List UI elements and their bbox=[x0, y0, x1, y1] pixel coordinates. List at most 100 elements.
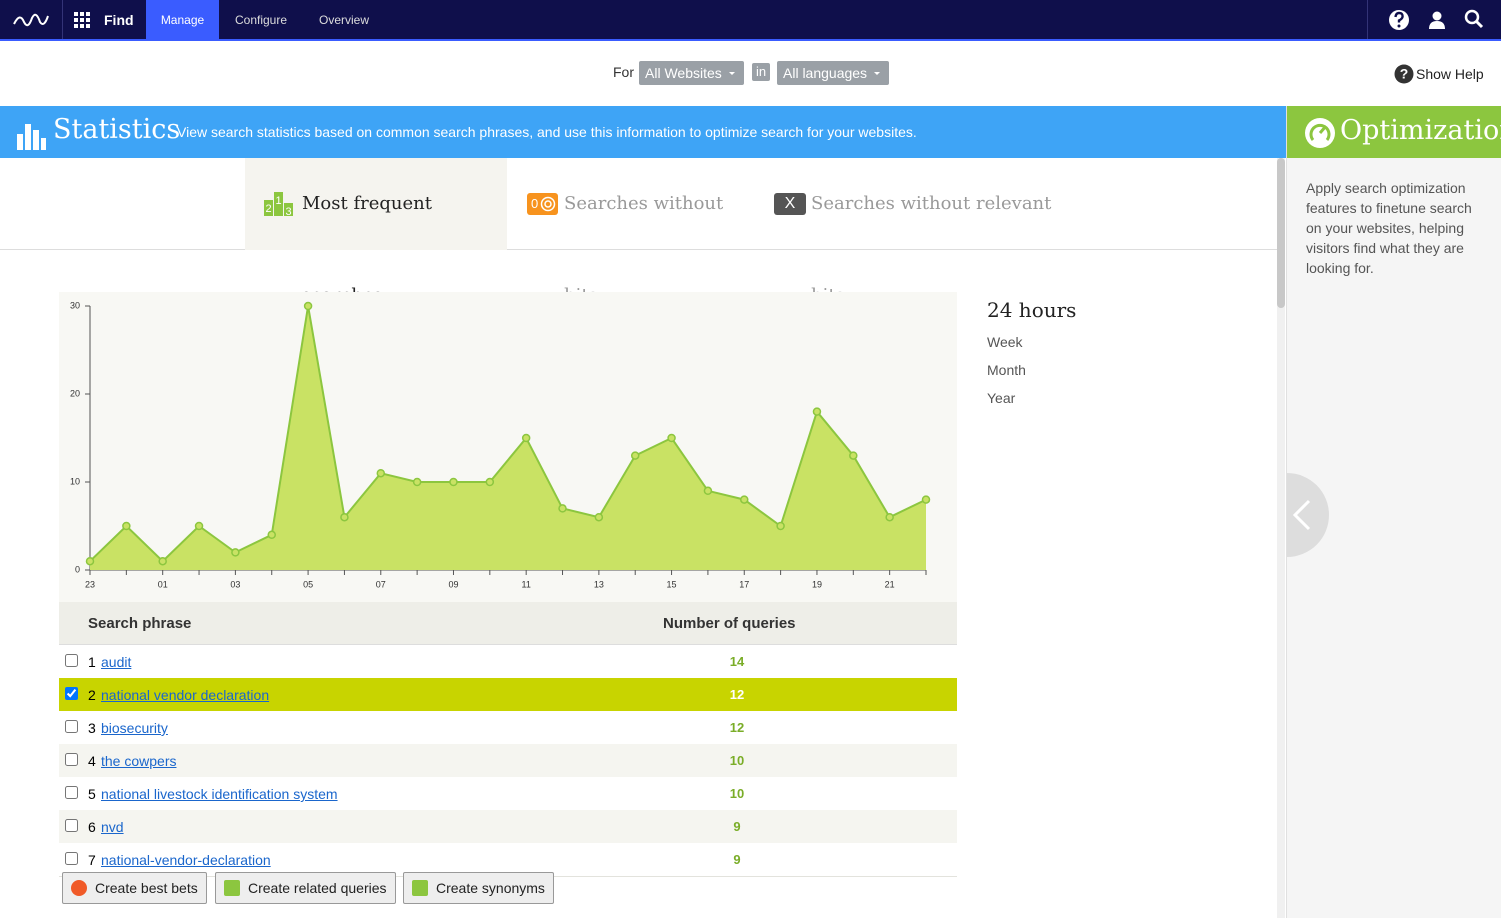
nav-icons[interactable] bbox=[1388, 9, 1488, 31]
rank: 4 bbox=[88, 753, 96, 769]
row-checkbox[interactable] bbox=[65, 852, 78, 865]
collapse-toggle[interactable] bbox=[1287, 473, 1329, 557]
point bbox=[594, 512, 604, 522]
point bbox=[521, 433, 531, 443]
side-text: Apply search optimization features to fi… bbox=[1306, 180, 1472, 276]
point bbox=[340, 512, 349, 522]
tab-icon: 2 bbox=[264, 200, 273, 216]
point bbox=[776, 521, 785, 531]
table-row: 2 national vendor declaration 12 bbox=[59, 678, 957, 712]
nav-tab[interactable]: Overview bbox=[318, 13, 369, 27]
search-phrase[interactable]: nvd bbox=[101, 819, 124, 835]
period-option[interactable]: 24 hours bbox=[987, 298, 1077, 322]
tab-no-relevant[interactable]: X Searches without relevant hits bbox=[774, 158, 1074, 306]
banner-title: Statistics bbox=[53, 114, 181, 145]
x-tick-label: 09 bbox=[448, 579, 458, 589]
query-count: 9 bbox=[733, 819, 741, 834]
point bbox=[194, 521, 204, 531]
row-checkbox[interactable] bbox=[65, 687, 78, 700]
rank: 7 bbox=[88, 852, 96, 868]
button-icon bbox=[71, 880, 87, 896]
chart: 0 10 20 30 23 01 03 05 07 09 11 13 15 17 19 21 bbox=[70, 300, 931, 589]
scrollbar[interactable] bbox=[1277, 158, 1285, 918]
action-button[interactable]: Create best bets bbox=[62, 872, 207, 904]
table-row: 6 nvd 9 bbox=[59, 810, 957, 844]
point bbox=[449, 477, 458, 487]
row-checkbox[interactable] bbox=[65, 819, 78, 832]
x-tick-label: 21 bbox=[885, 579, 895, 589]
nav-tab[interactable]: Configure bbox=[234, 13, 288, 27]
chart-panel: 0 10 20 30 23 01 03 05 07 09 11 13 15 17 19 21 bbox=[59, 292, 957, 602]
optimization-panel: Optimization Apply search optimization f… bbox=[1286, 106, 1501, 918]
y-tick-label: 0 bbox=[75, 564, 80, 574]
nav-tab[interactable]: Manage bbox=[146, 0, 219, 39]
top-nav: Find Manage Configure Overview bbox=[0, 0, 1501, 41]
action-button[interactable]: Create synonyms bbox=[403, 872, 554, 904]
point bbox=[740, 495, 749, 504]
search-phrase[interactable]: national vendor declaration bbox=[101, 687, 270, 703]
y-tick-label: 20 bbox=[70, 388, 80, 398]
point bbox=[122, 521, 131, 531]
column-header: Number of queries bbox=[663, 615, 796, 632]
table-row: 5 national livestock identification syste… bbox=[59, 777, 957, 811]
show-help[interactable]: Show Help bbox=[1416, 66, 1484, 82]
tab-no-hits[interactable]: 0 Searches without hits bbox=[527, 158, 757, 306]
search-phrase[interactable]: national-vendor-declaration bbox=[101, 852, 271, 868]
gauge-icon bbox=[1305, 118, 1335, 148]
point bbox=[376, 468, 386, 478]
x-tick-label: 23 bbox=[85, 579, 95, 589]
point bbox=[703, 486, 713, 496]
statistics-banner: Statistics View search statistics based … bbox=[0, 106, 1286, 158]
row-checkbox[interactable] bbox=[65, 753, 78, 766]
banner-description: View search statistics based on common s… bbox=[177, 124, 917, 140]
site-dropdown[interactable]: All Websites bbox=[639, 61, 744, 85]
table-row: 1 audit 14 bbox=[59, 645, 957, 679]
x-tick-label: 17 bbox=[739, 579, 749, 589]
period-option[interactable]: Month bbox=[987, 362, 1026, 378]
query-count: 12 bbox=[729, 720, 745, 735]
help-icon[interactable]: ? bbox=[1394, 64, 1414, 84]
point bbox=[158, 556, 167, 566]
query-count: 10 bbox=[729, 753, 745, 768]
side-title: Optimization bbox=[1340, 115, 1501, 146]
in-label: in bbox=[752, 63, 771, 81]
logo[interactable] bbox=[10, 8, 52, 32]
for-label: For bbox=[613, 64, 634, 80]
row-checkbox[interactable] bbox=[65, 786, 78, 799]
period-option[interactable]: Year bbox=[987, 390, 1016, 406]
rank: 6 bbox=[88, 819, 96, 835]
row-checkbox[interactable] bbox=[65, 720, 78, 733]
action-button[interactable]: Create related queries bbox=[215, 872, 396, 904]
point bbox=[885, 512, 894, 522]
apps-icon[interactable] bbox=[74, 12, 90, 28]
point bbox=[412, 477, 422, 487]
x-tick-label: 03 bbox=[230, 579, 240, 589]
search-phrase[interactable]: national livestock identification system bbox=[101, 786, 338, 802]
point bbox=[303, 301, 313, 311]
search-phrase[interactable]: biosecurity bbox=[101, 720, 168, 736]
area bbox=[90, 306, 926, 570]
row-checkbox[interactable] bbox=[65, 654, 78, 667]
x-tick-label: 11 bbox=[522, 579, 531, 589]
search-phrase[interactable]: audit bbox=[101, 654, 132, 670]
query-count: 9 bbox=[733, 852, 741, 867]
tab-most-frequent[interactable]: 2 1 3 Most frequent searches bbox=[245, 158, 507, 306]
query-count: 14 bbox=[729, 654, 745, 669]
language-dropdown[interactable]: All languages bbox=[777, 61, 890, 85]
query-count: 12 bbox=[729, 687, 745, 702]
x-tick-label: 19 bbox=[812, 579, 822, 589]
search-phrase[interactable]: the cowpers bbox=[101, 753, 177, 769]
rank: 2 bbox=[88, 687, 96, 703]
line bbox=[89, 305, 927, 563]
x-tick-label: 07 bbox=[376, 579, 386, 589]
svg-text:?: ? bbox=[1400, 66, 1409, 82]
y-tick-label: 30 bbox=[70, 300, 80, 310]
point bbox=[667, 433, 676, 443]
period-option[interactable]: Week bbox=[987, 334, 1023, 350]
rank: 5 bbox=[88, 786, 96, 802]
rank: 1 bbox=[88, 654, 96, 670]
rank: 3 bbox=[88, 720, 96, 736]
button-icon bbox=[412, 880, 428, 896]
app-name: Find bbox=[104, 12, 134, 28]
